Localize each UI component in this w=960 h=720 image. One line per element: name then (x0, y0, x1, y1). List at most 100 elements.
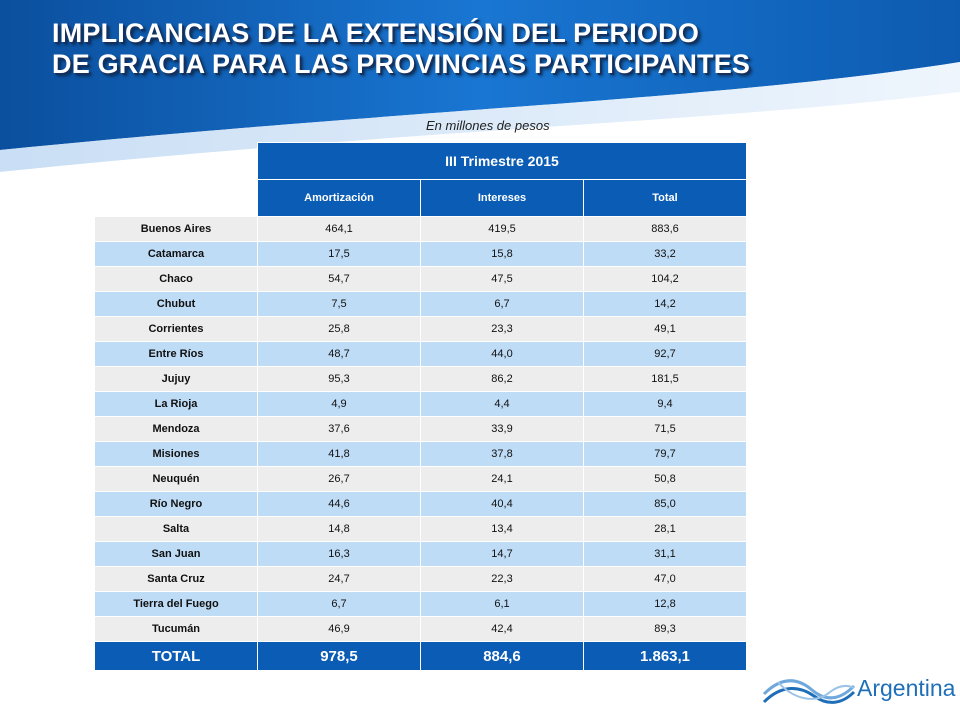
argentina-logo-text: Argentina (857, 675, 956, 701)
amortizacion-cell: 44,6 (257, 491, 421, 517)
province-name: Salta (94, 516, 258, 542)
amortizacion-cell: 37,6 (257, 416, 421, 442)
col-header-total: Total (583, 179, 747, 217)
province-name: La Rioja (94, 391, 258, 417)
province-name: Jujuy (94, 366, 258, 392)
amortizacion-cell: 4,9 (257, 391, 421, 417)
province-name: Misiones (94, 441, 258, 467)
province-name: Catamarca (94, 241, 258, 267)
total-cell: 181,5 (583, 366, 747, 392)
intereses-cell: 4,4 (420, 391, 584, 417)
intereses-cell: 23,3 (420, 316, 584, 342)
total-total: 1.863,1 (583, 641, 747, 671)
total-cell: 12,8 (583, 591, 747, 617)
intereses-cell: 15,8 (420, 241, 584, 267)
period-header: III Trimestre 2015 (257, 142, 747, 180)
amortizacion-cell: 48,7 (257, 341, 421, 367)
intereses-cell: 37,8 (420, 441, 584, 467)
blank-corner (95, 143, 258, 180)
intereses-cell: 40,4 (420, 491, 584, 517)
units-subtitle: En millones de pesos (426, 118, 550, 133)
column-header-row: Amortización Intereses Total (95, 179, 747, 217)
intereses-cell: 13,4 (420, 516, 584, 542)
province-name: Tucumán (94, 616, 258, 642)
total-cell: 883,6 (583, 216, 747, 242)
table-row: Catamarca 17,5 15,8 33,2 (94, 241, 747, 267)
table-row: Misiones 41,8 37,8 79,7 (94, 441, 747, 467)
province-name: San Juan (94, 541, 258, 567)
intereses-cell: 47,5 (420, 266, 584, 292)
table-row: La Rioja 4,9 4,4 9,4 (94, 391, 747, 417)
amortizacion-cell: 54,7 (257, 266, 421, 292)
amortizacion-cell: 17,5 (257, 241, 421, 267)
total-cell: 89,3 (583, 616, 747, 642)
col-header-amortizacion: Amortización (257, 179, 421, 217)
intereses-cell: 419,5 (420, 216, 584, 242)
province-name: Tierra del Fuego (94, 591, 258, 617)
total-cell: 104,2 (583, 266, 747, 292)
page-title: IMPLICANCIAS DE LA EXTENSIÓN DEL PERIODO… (52, 18, 912, 80)
title-line-2: DE GRACIA PARA LAS PROVINCIAS PARTICIPAN… (52, 49, 751, 79)
total-cell: 79,7 (583, 441, 747, 467)
province-name: Chaco (94, 266, 258, 292)
total-label: TOTAL (94, 641, 258, 671)
amortizacion-cell: 24,7 (257, 566, 421, 592)
amortizacion-cell: 46,9 (257, 616, 421, 642)
province-name: Chubut (94, 291, 258, 317)
total-cell: 9,4 (583, 391, 747, 417)
table-row: Mendoza 37,6 33,9 71,5 (94, 416, 747, 442)
table-row: Chaco 54,7 47,5 104,2 (94, 266, 747, 292)
table-row: Neuquén 26,7 24,1 50,8 (94, 466, 747, 492)
total-cell: 14,2 (583, 291, 747, 317)
total-cell: 47,0 (583, 566, 747, 592)
table-row: Santa Cruz 24,7 22,3 47,0 (94, 566, 747, 592)
table-row: Jujuy 95,3 86,2 181,5 (94, 366, 747, 392)
amortizacion-cell: 25,8 (257, 316, 421, 342)
table-row: Río Negro 44,6 40,4 85,0 (94, 491, 747, 517)
amortizacion-cell: 6,7 (257, 591, 421, 617)
intereses-cell: 6,1 (420, 591, 584, 617)
amortizacion-cell: 16,3 (257, 541, 421, 567)
total-row: TOTAL 978,5 884,6 1.863,1 (94, 641, 747, 671)
total-cell: 49,1 (583, 316, 747, 342)
amortizacion-cell: 26,7 (257, 466, 421, 492)
province-name: Río Negro (94, 491, 258, 517)
intereses-cell: 86,2 (420, 366, 584, 392)
table-row: Tierra del Fuego 6,7 6,1 12,8 (94, 591, 747, 617)
total-cell: 71,5 (583, 416, 747, 442)
province-name: Santa Cruz (94, 566, 258, 592)
total-cell: 31,1 (583, 541, 747, 567)
total-cell: 85,0 (583, 491, 747, 517)
table-row: Tucumán 46,9 42,4 89,3 (94, 616, 747, 642)
intereses-cell: 44,0 (420, 341, 584, 367)
intereses-cell: 6,7 (420, 291, 584, 317)
province-name: Corrientes (94, 316, 258, 342)
province-name: Buenos Aires (94, 216, 258, 242)
table-body: Buenos Aires 464,1 419,5 883,6 Catamarca… (94, 216, 747, 642)
provinces-table: III Trimestre 2015 Amortización Interese… (94, 142, 747, 671)
intereses-cell: 14,7 (420, 541, 584, 567)
period-header-row: III Trimestre 2015 (95, 142, 747, 180)
total-cell: 28,1 (583, 516, 747, 542)
table-row: Chubut 7,5 6,7 14,2 (94, 291, 747, 317)
table-row: Entre Ríos 48,7 44,0 92,7 (94, 341, 747, 367)
table-row: San Juan 16,3 14,7 31,1 (94, 541, 747, 567)
table-row: Corrientes 25,8 23,3 49,1 (94, 316, 747, 342)
amortizacion-cell: 7,5 (257, 291, 421, 317)
total-amortizacion: 978,5 (257, 641, 421, 671)
table-row: Salta 14,8 13,4 28,1 (94, 516, 747, 542)
province-name: Mendoza (94, 416, 258, 442)
intereses-cell: 33,9 (420, 416, 584, 442)
province-name: Neuquén (94, 466, 258, 492)
col-header-intereses: Intereses (420, 179, 584, 217)
amortizacion-cell: 95,3 (257, 366, 421, 392)
blank-corner-2 (95, 180, 258, 217)
amortizacion-cell: 464,1 (257, 216, 421, 242)
title-line-1: IMPLICANCIAS DE LA EXTENSIÓN DEL PERIODO (52, 18, 700, 48)
total-cell: 50,8 (583, 466, 747, 492)
total-cell: 92,7 (583, 341, 747, 367)
amortizacion-cell: 41,8 (257, 441, 421, 467)
intereses-cell: 24,1 (420, 466, 584, 492)
argentina-wave-logo-icon (762, 679, 856, 704)
amortizacion-cell: 14,8 (257, 516, 421, 542)
